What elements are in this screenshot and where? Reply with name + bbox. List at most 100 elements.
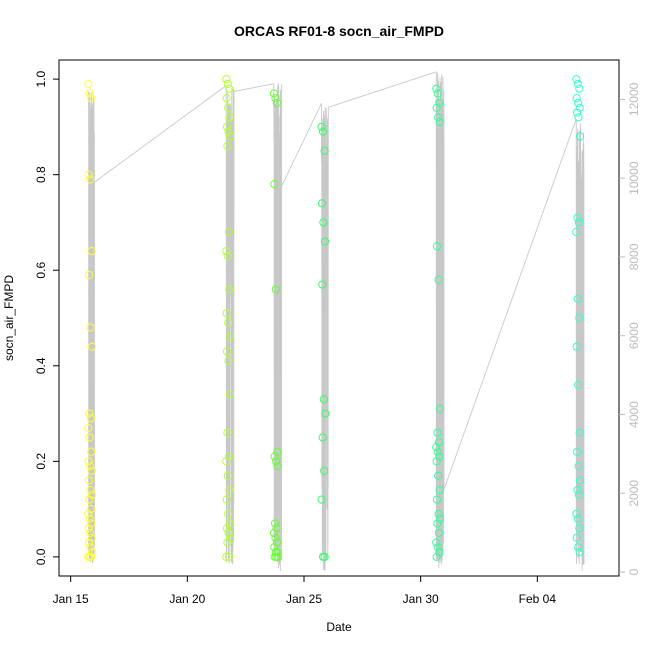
- data-point: [432, 495, 442, 504]
- y-right-tick-label: 6000: [627, 322, 641, 349]
- data-point: [435, 404, 445, 413]
- flight-connector: [94, 85, 227, 183]
- data-point: [222, 524, 232, 533]
- data-point: [84, 457, 93, 466]
- data-point: [87, 490, 97, 499]
- data-point: [224, 552, 234, 561]
- data-point: [433, 428, 442, 437]
- data-point: [318, 433, 327, 442]
- data-point: [432, 103, 441, 112]
- data-point: [225, 533, 235, 542]
- data-point: [434, 438, 444, 447]
- data-point: [224, 528, 233, 538]
- data-points: [84, 75, 585, 561]
- data-point: [432, 442, 441, 452]
- y-axis-left: 0.0 0.2 0.4 0.6 0.8 1.0: [34, 70, 59, 565]
- flight-trace: [273, 83, 283, 572]
- data-point: [574, 380, 583, 389]
- data-point: [84, 270, 94, 280]
- flight-trace: [321, 103, 329, 571]
- y-right-tick-label: 8000: [627, 243, 641, 270]
- data-point: [272, 524, 281, 533]
- flight-connector: [281, 103, 322, 187]
- data-point: [321, 409, 330, 418]
- data-point: [271, 285, 280, 294]
- data-point: [317, 495, 326, 504]
- data-point: [574, 543, 583, 552]
- data-point: [435, 514, 445, 523]
- data-point: [223, 538, 232, 547]
- flight-connector: [328, 71, 437, 108]
- data-point: [223, 471, 232, 480]
- data-point: [87, 447, 96, 456]
- data-point: [573, 79, 582, 88]
- data-point: [85, 433, 94, 442]
- x-tick-label: Jan 20: [169, 592, 205, 606]
- data-point: [222, 309, 231, 318]
- data-point: [572, 342, 581, 351]
- flight-connector: [443, 118, 577, 490]
- data-point: [270, 519, 280, 528]
- data-point: [574, 218, 584, 227]
- y-axis-label: socn_air_FMPD: [2, 275, 16, 361]
- data-point: [574, 98, 583, 108]
- flight-trace: [575, 119, 585, 571]
- data-point: [572, 509, 581, 518]
- data-point: [575, 428, 584, 437]
- data-point: [320, 146, 329, 155]
- data-point: [272, 538, 282, 547]
- data-point: [85, 89, 94, 98]
- data-point: [273, 462, 282, 471]
- data-point: [575, 132, 585, 141]
- data-point: [435, 485, 444, 495]
- data-point: [85, 409, 94, 418]
- data-point: [435, 548, 444, 557]
- y-right-tick-label: 4000: [627, 401, 641, 428]
- data-point: [575, 84, 584, 93]
- data-point: [225, 113, 234, 122]
- data-point: [87, 94, 96, 103]
- data-point: [575, 476, 585, 485]
- data-point: [319, 395, 328, 404]
- data-point: [86, 543, 95, 552]
- data-point: [86, 528, 95, 538]
- data-point: [222, 457, 231, 466]
- data-point: [435, 452, 444, 461]
- data-point: [433, 447, 442, 456]
- data-point: [434, 509, 443, 518]
- y-left-tick-label: 1.0: [34, 70, 48, 87]
- data-point: [222, 247, 231, 256]
- data-point: [433, 89, 442, 98]
- data-point: [432, 242, 442, 251]
- data-point: [574, 113, 583, 122]
- data-point: [320, 237, 330, 246]
- data-point: [435, 98, 444, 108]
- x-tick-label: Jan 25: [286, 592, 322, 606]
- data-point: [222, 75, 231, 84]
- x-tick-label: Jan 15: [53, 592, 89, 606]
- data-point: [86, 462, 95, 471]
- data-point: [432, 552, 441, 561]
- data-point: [223, 251, 232, 260]
- data-point: [272, 98, 282, 108]
- data-point: [225, 84, 234, 93]
- data-point: [86, 552, 95, 561]
- data-point: [574, 490, 584, 499]
- data-point: [224, 452, 234, 461]
- data-point: [269, 89, 279, 98]
- data-point: [434, 275, 443, 284]
- y-right-tick-label: 0: [627, 568, 641, 575]
- data-point: [572, 533, 581, 542]
- data-point: [573, 485, 582, 495]
- data-point: [222, 347, 232, 356]
- data-point: [85, 514, 94, 523]
- data-point: [86, 485, 95, 495]
- data-point: [224, 127, 233, 136]
- data-point: [225, 485, 234, 495]
- data-point: [572, 108, 582, 117]
- data-point: [223, 428, 232, 437]
- data-point: [222, 94, 231, 103]
- data-point: [86, 175, 95, 184]
- y-left-tick-label: 0.2: [34, 453, 48, 470]
- flight-trace: [435, 71, 445, 569]
